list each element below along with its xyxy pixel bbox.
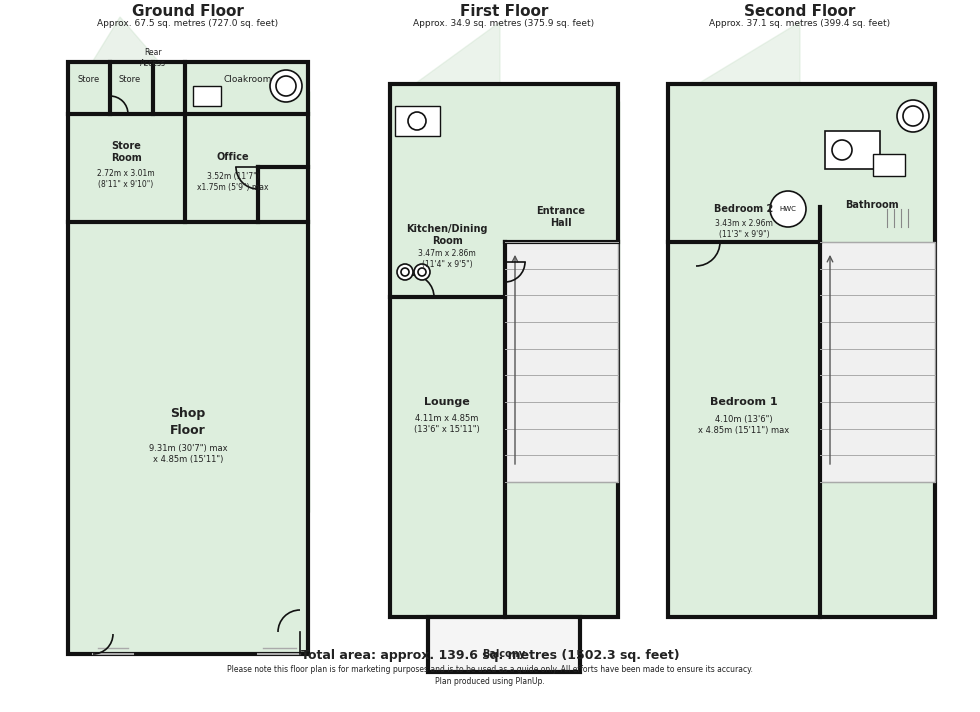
Bar	[193, 86, 221, 106]
Text: Bedroom 2: Bedroom 2	[714, 204, 773, 214]
Circle shape	[408, 112, 426, 130]
Text: Store: Store	[77, 75, 100, 85]
Text: Rear
Access: Rear Access	[140, 48, 166, 68]
Bar	[820, 242, 935, 482]
Circle shape	[418, 268, 426, 276]
Text: Cloakroom: Cloakroom	[223, 75, 272, 85]
Text: Approx. 34.9 sq. metres (375.9 sq. feet): Approx. 34.9 sq. metres (375.9 sq. feet)	[414, 19, 595, 28]
Circle shape	[401, 268, 409, 276]
Text: 4.11m x 4.85m
(13'6" x 15'11"): 4.11m x 4.85m (13'6" x 15'11")	[415, 414, 480, 434]
Bar	[428, 617, 580, 672]
Text: Total area: approx. 139.6 sq. metres (1502.3 sq. feet): Total area: approx. 139.6 sq. metres (15…	[301, 649, 679, 661]
Bar	[395, 106, 440, 136]
Bar	[505, 242, 618, 482]
Circle shape	[832, 140, 852, 160]
Circle shape	[276, 76, 296, 96]
Text: Lounge: Lounge	[424, 397, 469, 407]
Text: 2.72m x 3.01m
(8'11" x 9'10"): 2.72m x 3.01m (8'11" x 9'10")	[97, 169, 155, 189]
Polygon shape	[80, 17, 310, 582]
Text: First Floor: First Floor	[460, 4, 548, 19]
Text: 3.47m x 2.86m
(11'4" x 9'5"): 3.47m x 2.86m (11'4" x 9'5")	[418, 249, 476, 269]
Text: Store: Store	[119, 75, 141, 85]
Text: Approx. 37.1 sq. metres (399.4 sq. feet): Approx. 37.1 sq. metres (399.4 sq. feet)	[710, 19, 891, 28]
Bar	[390, 84, 618, 617]
Text: Bathroom: Bathroom	[845, 200, 899, 210]
Text: Approx. 67.5 sq. metres (727.0 sq. feet): Approx. 67.5 sq. metres (727.0 sq. feet)	[97, 19, 278, 28]
Text: Ground Floor: Ground Floor	[132, 4, 244, 19]
Text: Office: Office	[217, 152, 249, 162]
Bar	[68, 62, 308, 654]
Text: HWC: HWC	[779, 206, 797, 212]
Circle shape	[770, 191, 806, 227]
Text: Entrance
Hall: Entrance Hall	[536, 206, 585, 229]
Text: Store
Room: Store Room	[111, 141, 141, 163]
Circle shape	[270, 70, 302, 102]
Text: 9.31m (30'7") max
x 4.85m (15'11"): 9.31m (30'7") max x 4.85m (15'11")	[149, 444, 227, 464]
Text: Bedroom 1: Bedroom 1	[710, 397, 778, 407]
Text: Second Floor: Second Floor	[745, 4, 856, 19]
Polygon shape	[390, 22, 620, 452]
Bar	[668, 84, 935, 617]
Text: Balcony: Balcony	[482, 649, 525, 659]
Polygon shape	[668, 22, 935, 452]
Bar	[825, 131, 880, 169]
Circle shape	[397, 264, 413, 280]
Circle shape	[903, 106, 923, 126]
Text: Kitchen/Dining
Room: Kitchen/Dining Room	[407, 224, 488, 246]
Text: 3.52m (11'7")
x1.75m (5'9") max: 3.52m (11'7") x1.75m (5'9") max	[197, 172, 269, 192]
Text: Shop
Floor: Shop Floor	[171, 407, 206, 436]
Circle shape	[897, 100, 929, 132]
Text: Please note this floor plan is for marketing purposes and is to be used as a gui: Please note this floor plan is for marke…	[227, 664, 753, 674]
Bar	[873, 154, 905, 176]
Text: 4.10m (13'6")
x 4.85m (15'11") max: 4.10m (13'6") x 4.85m (15'11") max	[699, 415, 790, 435]
Text: Plan produced using PlanUp.: Plan produced using PlanUp.	[435, 676, 545, 686]
Circle shape	[414, 264, 430, 280]
Text: 3.43m x 2.96m
(11'3" x 9'9"): 3.43m x 2.96m (11'3" x 9'9")	[715, 219, 773, 239]
